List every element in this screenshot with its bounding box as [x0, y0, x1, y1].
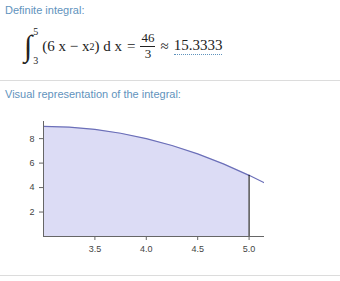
svg-text:4.5: 4.5	[191, 244, 204, 254]
html-text:Visual representation of the i: Visual representation of the integral:	[5, 88, 181, 100]
html-text:3: 3	[33, 55, 39, 66]
svg-text:4.0: 4.0	[140, 244, 153, 254]
svg-text:3.5: 3.5	[89, 244, 102, 254]
svg-text:4: 4	[29, 182, 34, 192]
svg-text:2: 2	[29, 207, 34, 217]
svg-text:8: 8	[29, 134, 34, 144]
svg-text:6: 6	[29, 158, 34, 168]
html-text:3: 3	[144, 45, 152, 61]
svg-text:5.0: 5.0	[243, 244, 256, 254]
html-text:5: 5	[33, 26, 39, 37]
html-text:(6 x − x2) d x = 46: (6 x − x2) d x = 46	[42, 30, 155, 54]
html-text:Definite integral:: Definite integral:	[5, 4, 85, 16]
html-text:≈ 15.3333: ≈ 15.3333	[160, 37, 223, 54]
